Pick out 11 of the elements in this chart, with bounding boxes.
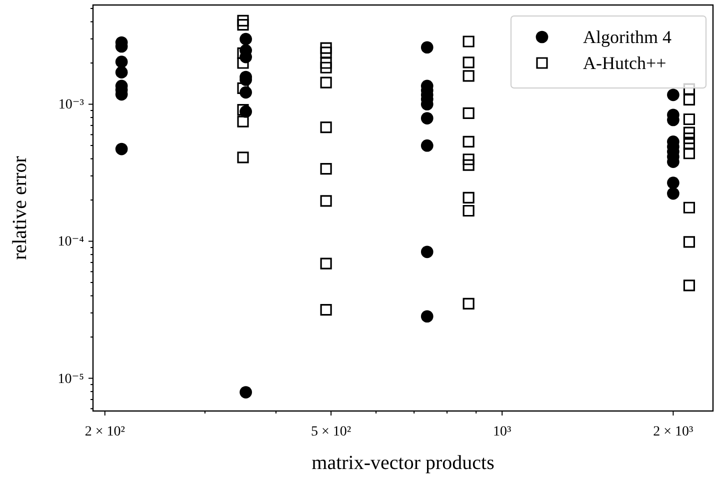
x-tick-label: 10³ bbox=[493, 424, 512, 440]
y-tick-label: 10⁻⁴ bbox=[58, 234, 84, 250]
x-axis-title: matrix-vector products bbox=[312, 452, 495, 474]
x-tick-label: 2 × 10³ bbox=[653, 424, 694, 440]
legend-label: Algorithm 4 bbox=[583, 27, 672, 47]
x-tick-label: 2 × 10² bbox=[84, 424, 125, 440]
y-tick-label: 10⁻⁵ bbox=[58, 372, 84, 387]
y-axis-title: relative error bbox=[9, 156, 31, 260]
x-tick-label: 5 × 10² bbox=[310, 424, 352, 440]
y-tick-label: 10⁻³ bbox=[58, 98, 84, 113]
legend-label: A-Hutch++ bbox=[583, 53, 666, 73]
